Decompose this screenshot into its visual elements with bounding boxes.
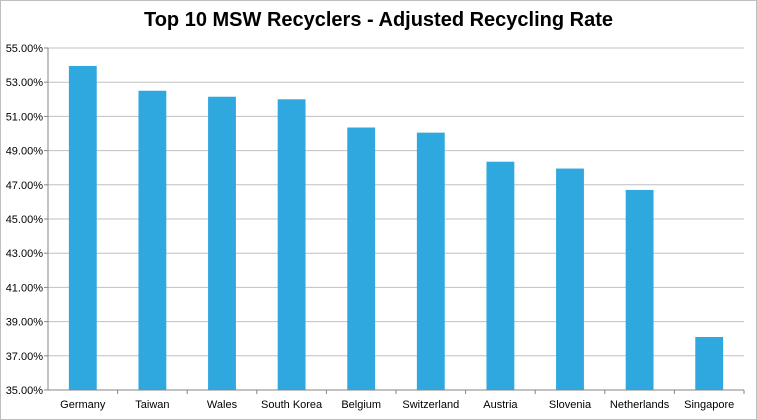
y-tick-label: 49.00% [6, 146, 44, 158]
y-tick-label: 45.00% [6, 214, 44, 226]
chart-title: Top 10 MSW Recyclers - Adjusted Recyclin… [143, 9, 613, 31]
x-tick-label: Wales [207, 399, 238, 411]
x-tick-label: Austria [483, 399, 518, 411]
y-tick-label: 53.00% [6, 77, 44, 89]
x-tick-label: Germany [60, 399, 106, 411]
y-tick-label: 43.00% [6, 248, 44, 260]
y-tick-label: 51.00% [6, 111, 44, 123]
x-tick-label: Switzerland [402, 399, 459, 411]
y-tick-label: 37.00% [6, 351, 44, 363]
y-tick-label: 47.00% [6, 180, 44, 192]
bar-switzerland [416, 132, 445, 390]
bars [68, 65, 724, 391]
x-tick-label: Netherlands [610, 399, 670, 411]
y-tick-label: 55.00% [6, 43, 44, 55]
x-tick-label: Singapore [684, 399, 734, 411]
bar-singapore [695, 336, 724, 390]
bar-netherlands [625, 189, 654, 390]
x-tick-label: Slovenia [549, 399, 592, 411]
y-tick-label: 41.00% [6, 282, 44, 294]
bar-slovenia [556, 168, 584, 390]
axes [44, 47, 745, 394]
x-tick-label: South Korea [261, 399, 323, 411]
bar-germany [68, 65, 97, 390]
tick-labels: 35.00% 37.00% 39.00% 41.00% 43.00% 45.00% 47.0… [6, 43, 735, 411]
x-tick-label: Belgium [341, 399, 381, 411]
bar-taiwan [138, 90, 167, 390]
y-tick-label: 39.00% [6, 317, 44, 329]
bar-belgium [347, 127, 376, 390]
bar-south-korea [277, 99, 306, 391]
bar-wales [208, 96, 236, 391]
bar-austria [486, 161, 515, 390]
x-tick-label: Taiwan [135, 399, 169, 411]
y-tick-label: 35.00% [6, 385, 44, 397]
